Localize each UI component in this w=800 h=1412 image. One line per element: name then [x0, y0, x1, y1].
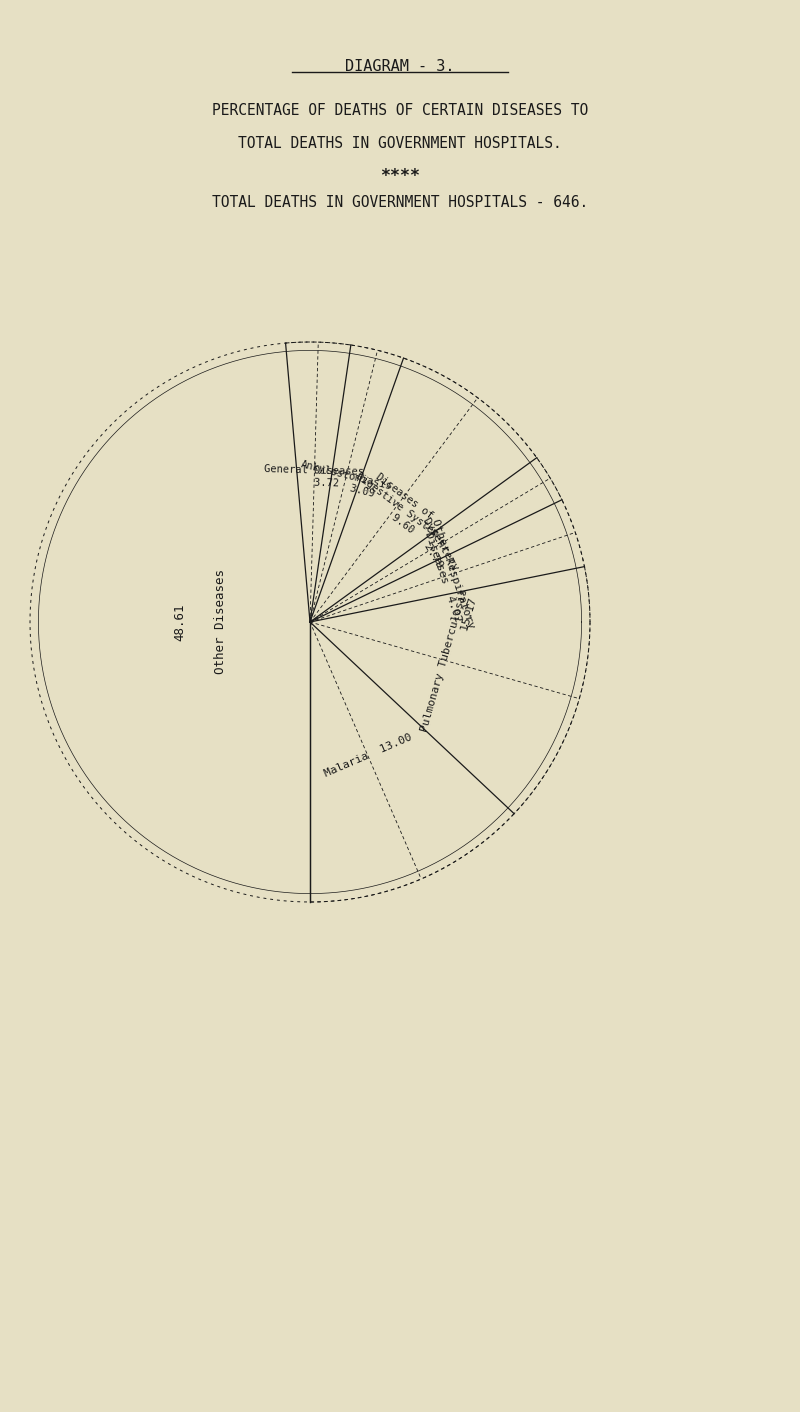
Text: Ankylostomiasis
      3.09: Ankylostomiasis 3.09	[297, 459, 393, 503]
Text: Pulmonary Tuberculosis
               15.17: Pulmonary Tuberculosis 15.17	[419, 587, 481, 736]
Text: ****: ****	[380, 167, 420, 185]
Text: 48.61: 48.61	[174, 603, 186, 641]
Text: TOTAL DEATHS IN GOVERNMENT HOSPITALS - 646.: TOTAL DEATHS IN GOVERNMENT HOSPITALS - 6…	[212, 195, 588, 210]
Text: Malaria  13.00: Malaria 13.00	[322, 733, 413, 779]
Text: General Diseases
    3.72: General Diseases 3.72	[264, 465, 365, 489]
Text: TOTAL DEATHS IN GOVERNMENT HOSPITALS.: TOTAL DEATHS IN GOVERNMENT HOSPITALS.	[238, 136, 562, 151]
Text: Other Respiratory
Diseases  4.02: Other Respiratory Diseases 4.02	[419, 518, 477, 633]
Text: Other Diseases: Other Diseases	[214, 569, 226, 675]
Text: Dysentery
  2.79: Dysentery 2.79	[410, 515, 460, 579]
Text: DIAGRAM - 3.: DIAGRAM - 3.	[346, 59, 454, 75]
Text: Diseases of
Digestive System
     9.60: Diseases of Digestive System 9.60	[347, 462, 447, 549]
Text: PERCENTAGE OF DEATHS OF CERTAIN DISEASES TO: PERCENTAGE OF DEATHS OF CERTAIN DISEASES…	[212, 103, 588, 119]
